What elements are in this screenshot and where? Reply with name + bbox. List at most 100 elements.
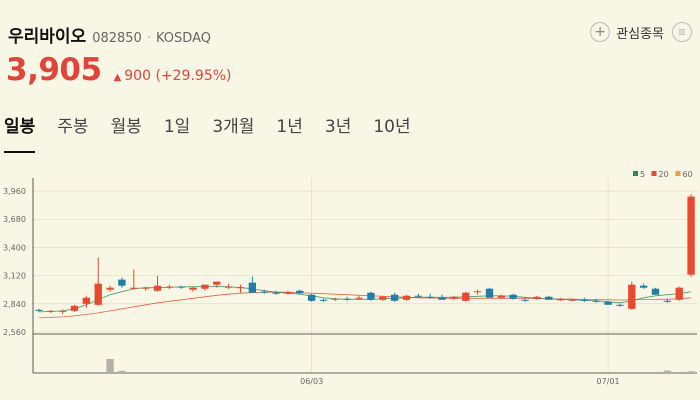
candle-body	[628, 284, 636, 309]
period-tabs: 일봉 주봉 월봉 1일 3개월 1년 3년 10년	[4, 112, 433, 153]
quote-row: 3,905 ▲ 900 (+29.95%)	[6, 52, 232, 88]
tab-weekly[interactable]: 주봉	[57, 117, 89, 137]
separator-dot: ·	[146, 31, 151, 46]
candle-body	[47, 310, 55, 312]
candle-body	[248, 282, 257, 293]
candle-body	[402, 295, 411, 300]
candle-body	[272, 292, 280, 294]
candle-body	[165, 286, 174, 288]
candle-body	[438, 297, 446, 300]
tab-1year[interactable]: 1년	[276, 117, 303, 137]
stock-header: 우리바이오 082850 · KOSDAQ	[8, 22, 211, 47]
volume-bar	[118, 370, 126, 373]
y-tick-label: 2,840	[3, 300, 26, 309]
menu-icon[interactable]	[672, 22, 692, 42]
candle-body	[497, 295, 506, 298]
legend-label: 5	[640, 170, 645, 179]
candle-body	[94, 283, 102, 305]
stock-code: 082850	[92, 31, 142, 46]
watchlist-label[interactable]: 관심종목	[616, 26, 664, 42]
tab-monthly[interactable]: 월봉	[110, 117, 142, 137]
legend-swatch	[633, 171, 638, 176]
candle-body	[106, 287, 114, 290]
y-tick-label: 2,560	[3, 328, 26, 337]
tab-1day[interactable]: 1일	[163, 117, 191, 137]
candle-body	[568, 299, 577, 301]
y-tick-label: 3,120	[3, 272, 26, 281]
legend-swatch	[651, 171, 657, 176]
candle-body	[319, 299, 328, 301]
candle-body	[545, 296, 553, 300]
candle-body	[177, 286, 185, 288]
candle-body	[70, 305, 79, 311]
candle-body	[426, 296, 434, 298]
candle-body	[284, 292, 292, 294]
candle-body	[130, 287, 138, 289]
candlestick-chart[interactable]: 2,560 2,840 3,120 3,400 3,680 3,960 06/03 07/01…	[0, 160, 700, 400]
candle-body	[343, 298, 351, 300]
candle-body	[450, 296, 458, 299]
candle-body	[616, 304, 624, 306]
legend-label: 60	[683, 170, 693, 179]
candle-body	[604, 301, 612, 305]
candle-body	[224, 286, 233, 288]
y-tick-label: 3,680	[3, 215, 26, 224]
price-change: ▲ 900 (+29.95%)	[114, 68, 232, 84]
market-name: KOSDAQ	[155, 31, 211, 46]
plus-icon[interactable]: +	[590, 22, 611, 42]
candle-body	[556, 299, 565, 301]
candle-body	[355, 297, 363, 299]
candle-body	[118, 279, 126, 286]
candle-body	[201, 284, 209, 289]
candle-body	[35, 309, 43, 311]
candle-body	[390, 294, 399, 301]
candle-body	[473, 291, 482, 293]
candle-body	[260, 291, 268, 293]
candle-body	[485, 288, 494, 298]
tab-10years[interactable]: 10년	[373, 117, 411, 137]
candle-body	[141, 287, 150, 289]
candle-body	[533, 296, 541, 299]
candle-body	[82, 297, 91, 304]
candle-body	[509, 294, 517, 299]
candle-body	[663, 300, 672, 302]
candle-body	[521, 299, 529, 301]
up-arrow-icon: ▲	[113, 72, 122, 83]
candle-body	[639, 285, 648, 288]
tab-3months[interactable]: 3개월	[212, 117, 255, 137]
candle-body	[687, 196, 695, 275]
legend-swatch	[675, 171, 681, 176]
tab-3years[interactable]: 3년	[324, 117, 352, 137]
candle-body	[307, 294, 316, 301]
y-tick-label: 3,400	[3, 243, 26, 252]
candle-body	[367, 292, 375, 300]
y-tick-label: 3,960	[3, 187, 26, 196]
candle-body	[236, 287, 245, 289]
x-tick-label: 07/01	[597, 377, 620, 386]
current-price: 3,905	[6, 52, 102, 88]
volume-bar	[663, 370, 672, 373]
candle-body	[651, 288, 660, 295]
candle-body	[153, 285, 162, 291]
candle-body	[213, 281, 221, 285]
ma20-line	[38, 291, 692, 319]
change-value: 900	[124, 68, 151, 84]
candle-body	[58, 310, 67, 312]
stock-name: 우리바이오	[8, 27, 87, 47]
x-tick-label: 06/03	[300, 377, 323, 386]
change-percent: (+29.95%)	[155, 68, 232, 84]
tab-daily[interactable]: 일봉	[4, 112, 36, 153]
watchlist-button[interactable]: + 관심종목	[590, 22, 692, 42]
candle-body	[379, 296, 387, 300]
candle-body	[189, 287, 197, 290]
candle-body	[414, 295, 423, 297]
candle-body	[331, 298, 340, 300]
volume-bar	[106, 359, 114, 373]
legend-label: 20	[659, 170, 669, 179]
candle-body	[592, 300, 600, 302]
candle-body	[296, 290, 304, 294]
candle-body	[580, 299, 589, 301]
volume-bar	[687, 371, 695, 373]
candle-body	[462, 292, 470, 301]
candle-body	[675, 287, 683, 300]
